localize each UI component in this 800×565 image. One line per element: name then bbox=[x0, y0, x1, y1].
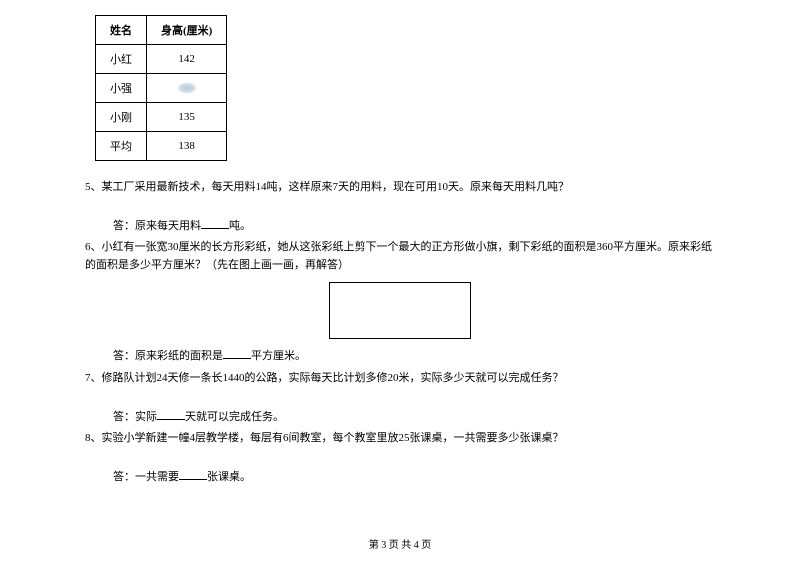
question-5: 5、某工厂采用最新技术，每天用料14吨，这样原来7天的用料，现在可用10天。原来… bbox=[85, 179, 715, 197]
question-7: 7、修路队计划24天修一条长1440的公路，实际每天比计划多修20米，实际多少天… bbox=[85, 370, 715, 388]
cell-name: 平均 bbox=[96, 132, 147, 161]
answer-6: 答：原来彩纸的面积是 平方厘米。 bbox=[85, 347, 715, 366]
cell-value bbox=[147, 74, 227, 103]
answer-8-post: 张课桌。 bbox=[207, 471, 251, 483]
blank-fill bbox=[201, 217, 229, 229]
answer-7-pre: 答：实际 bbox=[113, 411, 157, 423]
answer-5-pre: 答：原来每天用料 bbox=[113, 220, 201, 232]
table-row: 小强 bbox=[96, 74, 227, 103]
cell-value: 142 bbox=[147, 45, 227, 74]
answer-8: 答：一共需要 张课桌。 bbox=[85, 468, 715, 487]
answer-8-pre: 答：一共需要 bbox=[113, 471, 179, 483]
answer-6-post: 平方厘米。 bbox=[251, 350, 306, 362]
blank-fill bbox=[223, 347, 251, 359]
blank-fill bbox=[179, 468, 207, 480]
table-row: 小红 142 bbox=[96, 45, 227, 74]
cell-value: 135 bbox=[147, 103, 227, 132]
answer-5-post: 吨。 bbox=[229, 220, 251, 232]
answer-7-post: 天就可以完成任务。 bbox=[185, 411, 284, 423]
cell-name: 小红 bbox=[96, 45, 147, 74]
table-header-name: 姓名 bbox=[96, 16, 147, 45]
table-row: 小刚 135 bbox=[96, 103, 227, 132]
rectangle-diagram bbox=[329, 282, 471, 339]
table-row: 平均 138 bbox=[96, 132, 227, 161]
question-6: 6、小红有一张宽30厘米的长方形彩纸，她从这张彩纸上剪下一个最大的正方形做小旗，… bbox=[85, 239, 715, 274]
cell-name: 小刚 bbox=[96, 103, 147, 132]
smudge-icon bbox=[178, 83, 196, 93]
answer-7: 答：实际 天就可以完成任务。 bbox=[85, 408, 715, 427]
answer-5: 答：原来每天用料 吨。 bbox=[85, 217, 715, 236]
page-footer: 第 3 页 共 4 页 bbox=[0, 536, 800, 551]
table-header-height: 身高(厘米) bbox=[147, 16, 227, 45]
height-table: 姓名 身高(厘米) 小红 142 小强 小刚 135 平均 138 bbox=[95, 15, 227, 161]
question-8: 8、实验小学新建一幢4层教学楼，每层有6间教室，每个教室里放25张课桌，一共需要… bbox=[85, 430, 715, 448]
answer-6-pre: 答：原来彩纸的面积是 bbox=[113, 350, 223, 362]
cell-value: 138 bbox=[147, 132, 227, 161]
cell-name: 小强 bbox=[96, 74, 147, 103]
blank-fill bbox=[157, 408, 185, 420]
